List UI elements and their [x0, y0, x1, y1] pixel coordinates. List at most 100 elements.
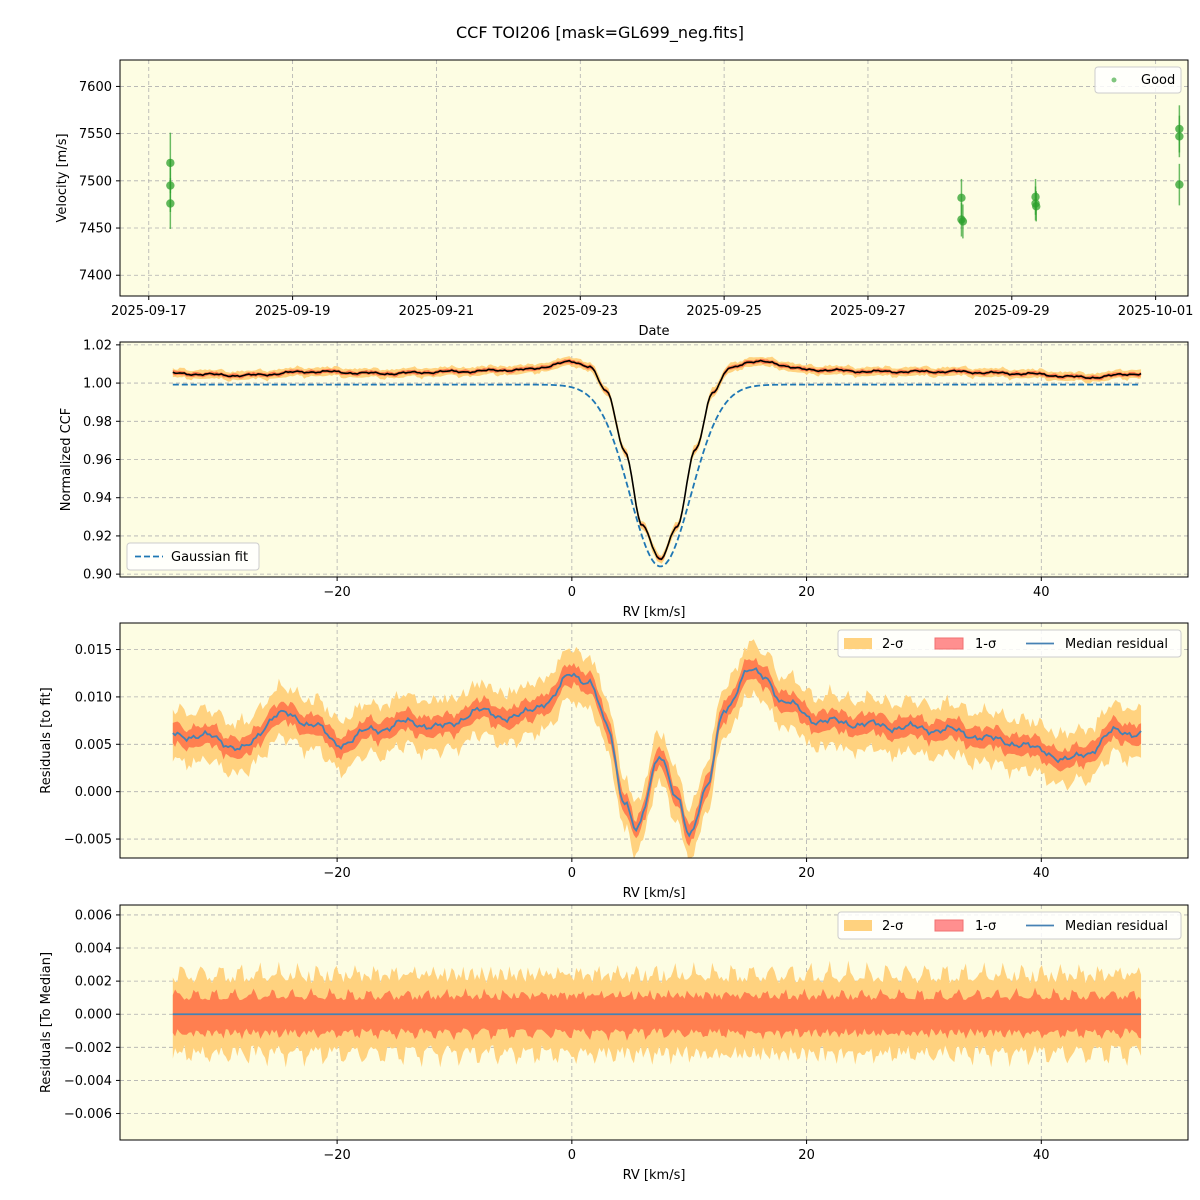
panel-4: −20 0 20 40 −0.006 −0.004 −0.002 0.000 0.002 0.00… — [39, 904, 1189, 1183]
y-tick-label: 0.004 — [75, 942, 112, 957]
y-axis-label: Velocity [m/s] — [55, 133, 70, 222]
axes-frame — [119, 904, 1189, 1141]
x-tick-label: 40 — [1033, 866, 1050, 881]
x-tick-label: 40 — [1033, 585, 1050, 600]
x-axis-label: Date — [638, 324, 669, 339]
grid — [120, 60, 1188, 296]
y-tick-label: 7600 — [79, 80, 112, 95]
y-tick-label: 1.00 — [83, 377, 112, 392]
x-axis-label: RV [km/s] — [623, 1168, 686, 1183]
y-tick-label: −0.005 — [64, 833, 112, 848]
x-tick-label: 0 — [568, 1148, 576, 1163]
x-tick-label: 2025-09-29 — [974, 304, 1050, 319]
y-tick-label: −0.002 — [64, 1041, 112, 1056]
legend-box — [837, 911, 1182, 940]
x-tick-label: 2025-09-27 — [830, 304, 906, 319]
y-tick-label: 0.006 — [75, 908, 112, 923]
axes-frame — [119, 59, 1189, 297]
y-tick-label: 7550 — [79, 127, 112, 142]
y-tick-label: 0.005 — [75, 738, 112, 753]
legend-label-median: Median residual — [1065, 919, 1168, 934]
legend-label-2sigma: 2-σ — [882, 919, 903, 934]
x-tick-label: −20 — [323, 1148, 350, 1163]
y-tick-label: 0.98 — [83, 415, 112, 430]
data-layer — [172, 960, 1142, 1068]
legend-label-gaussian: Gaussian fit — [171, 550, 248, 565]
legend-label-1sigma: 1-σ — [975, 919, 996, 934]
x-tick-label: 20 — [798, 866, 815, 881]
legend-label-median: Median residual — [1065, 637, 1168, 652]
data-layer — [172, 356, 1142, 568]
x-axis-label: RV [km/s] — [623, 605, 686, 620]
y-tick-label: −0.004 — [64, 1074, 112, 1089]
axes-frame — [119, 622, 1189, 859]
x-tick-label: 2025-09-21 — [399, 304, 475, 319]
grid — [120, 342, 1188, 577]
y-tick-label: −0.006 — [64, 1107, 112, 1122]
data-layer — [166, 105, 1184, 239]
median-residual-line — [172, 667, 1142, 838]
y-axis-label: Residuals [to fit] — [39, 687, 54, 793]
data-point — [1032, 202, 1041, 211]
x-tick-label: −20 — [323, 866, 350, 881]
y-tick-label: 1.02 — [83, 338, 112, 353]
data-point — [958, 217, 968, 226]
legend-label-good: Good — [1141, 73, 1175, 88]
panel-3: −20 0 20 40 −0.005 0.000 0.005 0.010 0.015 RV [km… — [39, 622, 1189, 901]
figure-title: CCF TOI206 [mask=GL699_neg.fits] — [456, 23, 744, 43]
x-tick-label: 2025-09-17 — [111, 304, 187, 319]
y-tick-label: 0.010 — [75, 690, 112, 705]
legend-marker-good — [1111, 77, 1117, 83]
y-tick-label: 0.000 — [75, 785, 112, 800]
x-tick-label: −20 — [323, 585, 350, 600]
x-tick-label: 20 — [798, 585, 815, 600]
legend-patch-1sigma — [934, 637, 964, 650]
legend-patch-2sigma — [844, 920, 872, 931]
data-point — [1175, 132, 1184, 141]
legend: Gaussian fit — [126, 542, 260, 571]
y-tick-label: 7450 — [79, 222, 112, 237]
band-2sigma — [172, 639, 1142, 858]
x-tick-label: 20 — [798, 1148, 815, 1163]
x-tick-label: 2025-09-19 — [255, 304, 331, 319]
legend-label-1sigma: 1-σ — [975, 637, 996, 652]
data-point — [166, 199, 175, 208]
y-tick-label: 0.94 — [83, 491, 112, 506]
y-tick-label: 0.90 — [83, 568, 112, 583]
x-tick-label: 0 — [568, 866, 576, 881]
legend-label-2sigma: 2-σ — [882, 637, 903, 652]
legend-box — [1094, 66, 1182, 94]
x-tick-label: 2025-10-01 — [1118, 304, 1194, 319]
ccf-line — [172, 359, 1142, 561]
x-tick-label: 2025-09-25 — [686, 304, 762, 319]
y-tick-label: 0.96 — [83, 453, 112, 468]
legend-patch-2sigma — [844, 638, 872, 649]
y-axis-label: Normalized CCF — [59, 408, 74, 512]
gaussian-fit-line — [172, 383, 1142, 568]
y-tick-label: 0.92 — [83, 529, 112, 544]
legend: 2-σ 1-σ Median residual — [837, 629, 1182, 658]
y-tick-label: 7400 — [79, 269, 112, 284]
legend-patch-1sigma — [934, 919, 964, 932]
legend: Good — [1094, 66, 1182, 94]
plot-area — [120, 60, 1188, 296]
y-tick-label: 0.002 — [75, 975, 112, 990]
data-point — [1175, 180, 1184, 189]
y-axis-label: Residuals [To Median] — [39, 952, 54, 1093]
legend-box — [126, 542, 260, 571]
x-tick-label: 2025-09-23 — [543, 304, 619, 319]
panel-2: −20 0 20 40 0.90 0.92 0.94 0.96 0.98 1.00 1.02 RV [… — [59, 338, 1189, 620]
panel-1: 2025-09-17 2025-09-19 2025-09-21 2025-09-23… — [55, 59, 1194, 339]
x-tick-label: 40 — [1033, 1148, 1050, 1163]
legend-box — [837, 629, 1182, 658]
y-tick-label: 0.000 — [75, 1008, 112, 1023]
band-1sigma — [172, 657, 1142, 847]
x-axis-label: RV [km/s] — [623, 886, 686, 901]
y-tick-label: 0.015 — [75, 643, 112, 658]
y-tick-label: 7500 — [79, 174, 112, 189]
x-tick-label: 0 — [568, 585, 576, 600]
data-point — [957, 193, 966, 203]
data-layer — [172, 639, 1142, 858]
legend: 2-σ 1-σ Median residual — [837, 911, 1182, 940]
